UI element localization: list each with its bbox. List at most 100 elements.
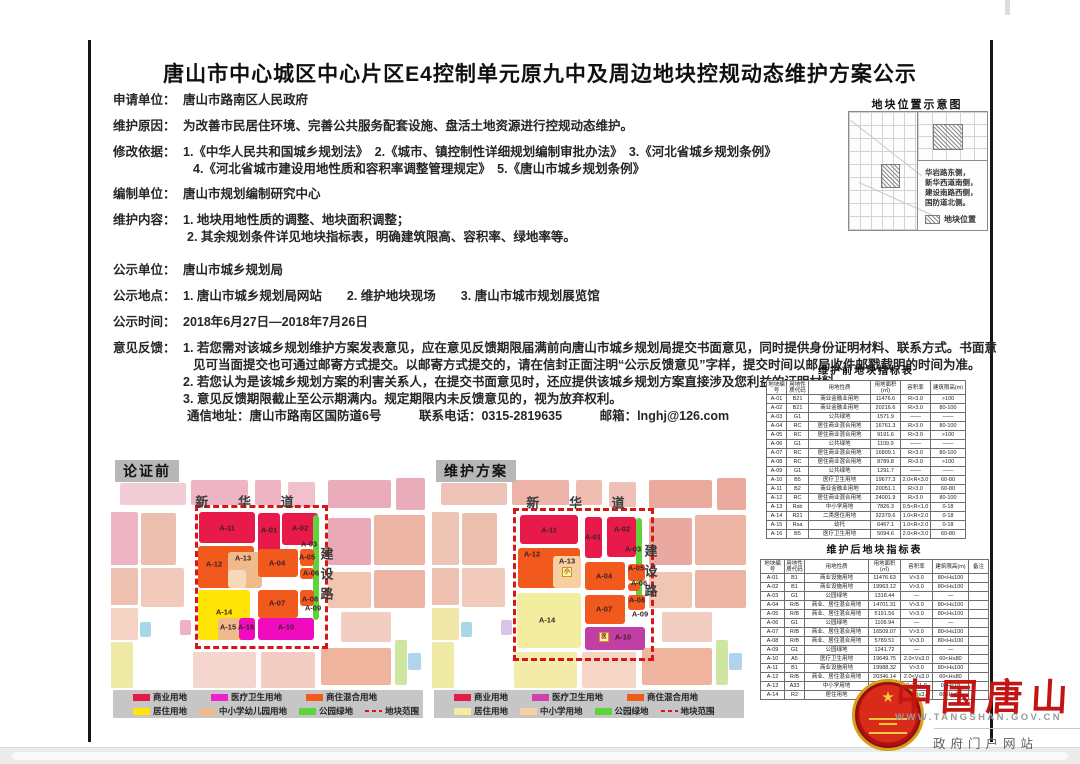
plot-label: A-16 (237, 622, 255, 632)
table-row: A-13 Rsb 中小学用地 7826.3 0.5<R<1.0 0-18 (766, 502, 966, 512)
legend-item: 公园绿地 (299, 705, 353, 717)
table-cell (968, 582, 989, 592)
table-cell: 11476.63 (868, 573, 901, 583)
gov-url[interactable]: WWW.TANGSHAN.GOV.CN (895, 712, 1062, 723)
inset-plot-hatch (933, 124, 963, 150)
table-cell: 居住商业混合用地 (808, 448, 871, 458)
color-swatch-icon (594, 707, 612, 715)
table-cell: 0-18 (930, 520, 966, 530)
table-cell: B1 (784, 663, 805, 673)
table-row: A-06 G1 公共绿地 1109.9 —— —— (766, 439, 966, 449)
table-cell: 公共绿地 (808, 412, 871, 422)
table-cell (968, 636, 989, 646)
plot-block (300, 549, 314, 566)
table-cell: 2.0<R<3.0 (900, 475, 931, 485)
table-cell: R/B (784, 636, 805, 646)
table-cell: 80-100 (930, 403, 966, 413)
legend-item: 商业用地 (454, 691, 508, 703)
info-text-line: 3. 意见反馈期限截止至公示期满内。规定期限内未反馈意见的，视为放弃权利。 (183, 392, 622, 406)
info-field: 维护内容： 1. 地块用地性质的调整、地块面积调整； 2. 其余规划条件详见地块指标… (113, 212, 958, 246)
city-bg-block (120, 483, 186, 505)
table-cell: R/B (784, 609, 805, 619)
location-description: 华岩路东侧， 新华西道南侧， 建设南路西侧， 国防道北侧。 (925, 168, 978, 208)
city-bg-block (649, 518, 692, 565)
legend-item: 中小学用地 (520, 705, 583, 717)
info-field-value: 唐山市路南区人民政府 (183, 92, 958, 109)
plot-label: A-01 (584, 532, 602, 542)
table-cell: 1.0<R<2.0 (900, 511, 931, 521)
table-header-cell: 用地性质 (808, 380, 871, 395)
plot-label: A-11 (541, 525, 557, 535)
plot-label: A-03 (300, 539, 318, 549)
table-cell: B21 (786, 394, 809, 404)
table-cell: V>3.0 (900, 573, 933, 583)
map-legend: 商业用地 医疗卫生用地 商住混合用地 居住用地 中小学幼儿园用地 公园绿地 地块范围 (113, 690, 423, 718)
table-header-cell: 建筑限高(m) (932, 559, 969, 574)
table-cell: —— (900, 439, 931, 449)
table-header-cell: 用地性质代码 (784, 559, 805, 574)
table-cell: 中小学用地 (808, 502, 871, 512)
info-field: 申请单位： 唐山市路南区人民政府 (113, 92, 958, 109)
table-cell: 24001.9 (870, 493, 901, 503)
table-cell: R21 (786, 511, 809, 521)
plot-label: A-12 (205, 559, 223, 569)
street-name-jianshe: 建设路 (642, 544, 658, 604)
scrollbar-hint[interactable] (1005, 0, 1010, 15)
city-bg-block (576, 480, 602, 505)
table-cell: V>3.0 (900, 636, 933, 646)
table-cell: V>3.0 (900, 627, 933, 637)
table-cell: —— (930, 466, 966, 476)
plot-label: A-11 (219, 523, 235, 533)
legend-item: 商住混合用地 (306, 691, 377, 703)
info-field-label: 修改依据： (113, 145, 176, 159)
plot-label: A-03 (624, 544, 642, 554)
table-cell: 7826.3 (870, 502, 901, 512)
color-swatch-icon (454, 693, 471, 701)
table-cell: RC (786, 430, 809, 440)
table-cell: 60-80 (930, 529, 966, 539)
table-cell: A-11 (766, 484, 787, 494)
info-text-line: 1. 地块用地性质的调整、地块面积调整； (183, 213, 410, 227)
table-row: A-16 B5 医疗卫生用地 5094.6 2.0<R<3.0 60-80 (766, 529, 966, 539)
scrollbar-thumb[interactable] (12, 752, 1068, 760)
legend-item: 商业用地 (133, 691, 187, 703)
legend-label: 中小学用地 (540, 706, 583, 716)
info-field: 编制单位： 唐山市规划编制研究中心 (113, 186, 958, 203)
legend-label: 公园绿地 (614, 706, 649, 716)
city-bg-block (432, 568, 459, 605)
page-title: 唐山市中心城区中心片区E4控制单元原九中及周边地块控规动态维护方案公示 (163, 63, 917, 86)
city-bg-block (441, 483, 507, 505)
info-text-line: 2018年6月27日—2018年7月26日 (183, 315, 368, 329)
info-field: 公示地点： 1. 唐山市城乡规划局网站 2. 维护地块现场 3. 唐山市城市规划展… (113, 288, 958, 305)
plot-block (585, 562, 625, 590)
table-cell: >100 (930, 430, 966, 440)
bottom-scrollbar[interactable] (0, 747, 1080, 764)
table-cell: 幼托 (808, 520, 871, 530)
plot-label: A-05 (627, 563, 645, 573)
table-cell: 商业金融业用地 (808, 403, 871, 413)
table-cell: 80<H≤100 (932, 636, 969, 646)
info-field-label: 公示单位： (113, 263, 176, 277)
table-row: A-05 RC 居住商业混合用地 9191.6 R>3.0 >100 (766, 430, 966, 440)
legend-label: 地块范围 (385, 706, 420, 716)
dashed-line-swatch-icon (365, 710, 383, 712)
legend-label: 商业用地 (474, 692, 509, 702)
table-row: A-06 G1 公园绿地 1109.94— — (760, 618, 989, 628)
table-cell: — (900, 591, 933, 601)
table-cell: A-02 (766, 403, 787, 413)
table-cell: A-14 (760, 690, 785, 700)
table-cell: R2 (784, 690, 805, 700)
table-row: A-05 R/B 商业、居住混合用地 5191.56 V>3.0 80<H≤100 (760, 609, 989, 619)
color-swatch-icon (454, 707, 471, 715)
table-cell: 80-100 (930, 448, 966, 458)
table-cell: A-02 (760, 582, 785, 592)
info-text-line: 1.《中华人民共和国城乡规划法》 2.《城市、镇控制性详细规划编制审批办法》 3… (183, 145, 777, 159)
table-cell: 80<H≤100 (932, 627, 969, 637)
legend-item: 医疗卫生用地 (532, 691, 603, 703)
table-cell: 1571.9 (870, 412, 901, 422)
table-cell (968, 627, 989, 637)
table-cell: 9191.6 (870, 430, 901, 440)
plot-label: A-13 (234, 553, 252, 563)
plot-label: A-06 (630, 578, 648, 588)
city-bg-block (328, 572, 371, 608)
